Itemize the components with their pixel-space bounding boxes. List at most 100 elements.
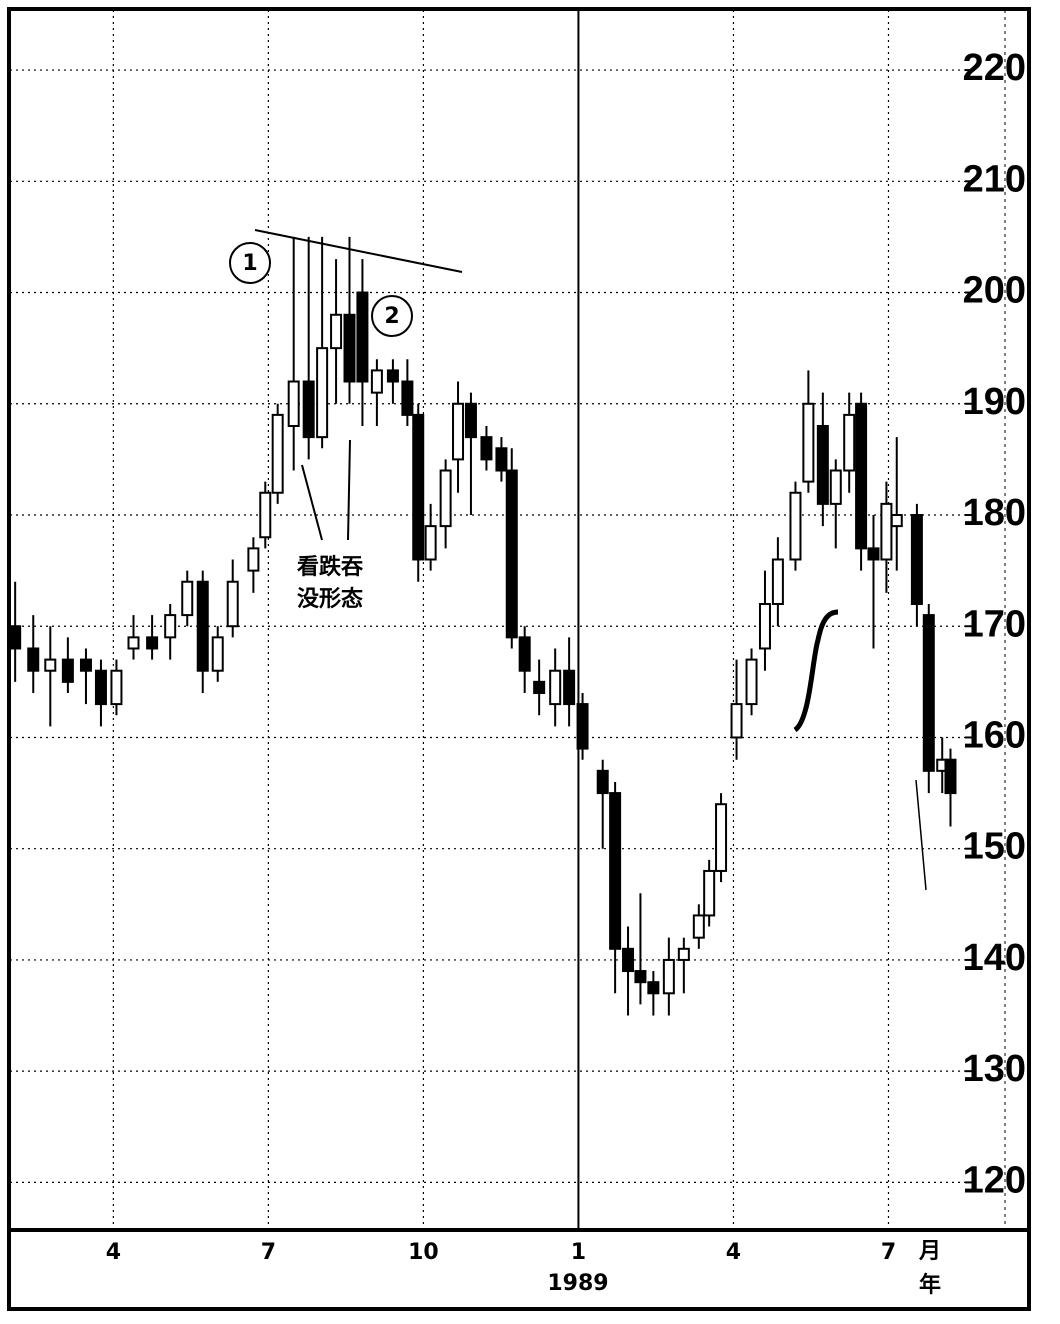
candle-body (330, 313, 343, 350)
candle-body (563, 669, 576, 706)
candle-body (247, 547, 260, 572)
candle-body (196, 580, 209, 672)
candle-body (464, 402, 477, 439)
candle-body (533, 680, 546, 694)
candle-body (110, 669, 123, 706)
candle-body (452, 402, 465, 461)
candle-body (843, 413, 856, 472)
candle-body (356, 291, 369, 383)
candle-body (890, 513, 903, 528)
candle-body (662, 958, 675, 995)
candle-body (495, 447, 508, 472)
candle-body (622, 947, 635, 973)
candle-body (164, 614, 177, 639)
x-tick-label: 7 (881, 1240, 896, 1265)
candle-body (424, 525, 437, 561)
candle-body (758, 602, 771, 650)
candle-body (412, 413, 425, 561)
y-tick-label: 120 (963, 1159, 1026, 1201)
candle-body (944, 758, 957, 795)
candle-body (401, 380, 414, 416)
y-tick-label: 130 (963, 1048, 1026, 1090)
candle-body (922, 614, 935, 772)
candle-body (730, 703, 743, 739)
axis-unit: 月 (918, 1239, 941, 1264)
marker-label: 1 (242, 251, 257, 276)
annotation: 看跌吞 (297, 555, 363, 580)
candle-body (27, 647, 40, 672)
y-tick-label: 140 (963, 937, 1026, 979)
x-tick-label: 10 (408, 1240, 439, 1265)
trend-line (254, 229, 463, 273)
candle-body (609, 792, 622, 950)
candle-body (518, 636, 531, 672)
candle-body (677, 947, 690, 961)
y-tick-label: 180 (963, 492, 1026, 534)
candle-body (61, 658, 74, 683)
candle-body (79, 658, 92, 672)
y-tick-label: 150 (963, 826, 1026, 868)
candle-body (146, 636, 159, 650)
candle-body (596, 769, 609, 795)
candle-body (94, 669, 107, 706)
candle-body (910, 513, 923, 605)
grid: 120 130 140 150 160 170 180 190 200 210 220 4 7 10 1 4 7 (10, 10, 1026, 1265)
candle-body (549, 669, 562, 706)
candle-body (867, 547, 880, 561)
candle-body (816, 425, 829, 505)
candle-body (44, 658, 57, 672)
annotation: 没形态 (297, 586, 363, 612)
marker-label: 2 (384, 304, 399, 329)
candle-body (802, 402, 815, 483)
candle-body (9, 625, 22, 650)
circle-marker (229, 242, 271, 284)
candle-body (211, 636, 224, 672)
arrow (347, 439, 351, 541)
candles (9, 236, 957, 1016)
candle-body (343, 313, 356, 383)
candle-body (703, 869, 716, 917)
x-tick-label: 4 (106, 1240, 121, 1265)
y-tick-label: 200 (963, 270, 1026, 312)
circle-marker (371, 295, 413, 337)
candle-body (127, 636, 140, 650)
candle-body (181, 580, 194, 617)
candle-body (302, 380, 315, 439)
y-tick-label: 190 (963, 381, 1026, 423)
y-tick-label: 160 (963, 714, 1026, 756)
candle-body (226, 580, 239, 628)
candle-body (692, 914, 705, 939)
candle-body (829, 469, 842, 505)
candle-body (745, 658, 758, 706)
candle-body (287, 380, 300, 428)
candle-body (316, 347, 329, 439)
candle-body (880, 502, 893, 561)
frame (7, 7, 1031, 1311)
candle-body (439, 469, 452, 528)
x-tick-label: 1 (571, 1240, 586, 1265)
candle-body (634, 970, 647, 984)
candle-body (855, 402, 868, 550)
candle-body (386, 369, 399, 383)
y-tick-label: 170 (963, 603, 1026, 645)
s-curve (793, 609, 839, 733)
arrow (301, 464, 323, 541)
candle-body (505, 469, 518, 639)
x-tick-label: 7 (261, 1240, 276, 1265)
y-tick-label: 220 (963, 47, 1026, 89)
axis-unit: 年 (919, 1272, 941, 1298)
candle-body (771, 558, 784, 605)
candle-body (271, 413, 284, 494)
y-tick-label: 210 (963, 158, 1026, 200)
pointer-line (915, 779, 927, 891)
x-tick-label: 4 (726, 1240, 741, 1265)
year-label: 1989 (547, 1271, 608, 1296)
candle-body (647, 981, 660, 995)
candle-body (715, 803, 728, 872)
candle-body (370, 369, 383, 394)
candle-body (259, 491, 272, 539)
candle-body (789, 491, 802, 561)
candle-body (576, 703, 589, 750)
candle-body (480, 436, 493, 461)
